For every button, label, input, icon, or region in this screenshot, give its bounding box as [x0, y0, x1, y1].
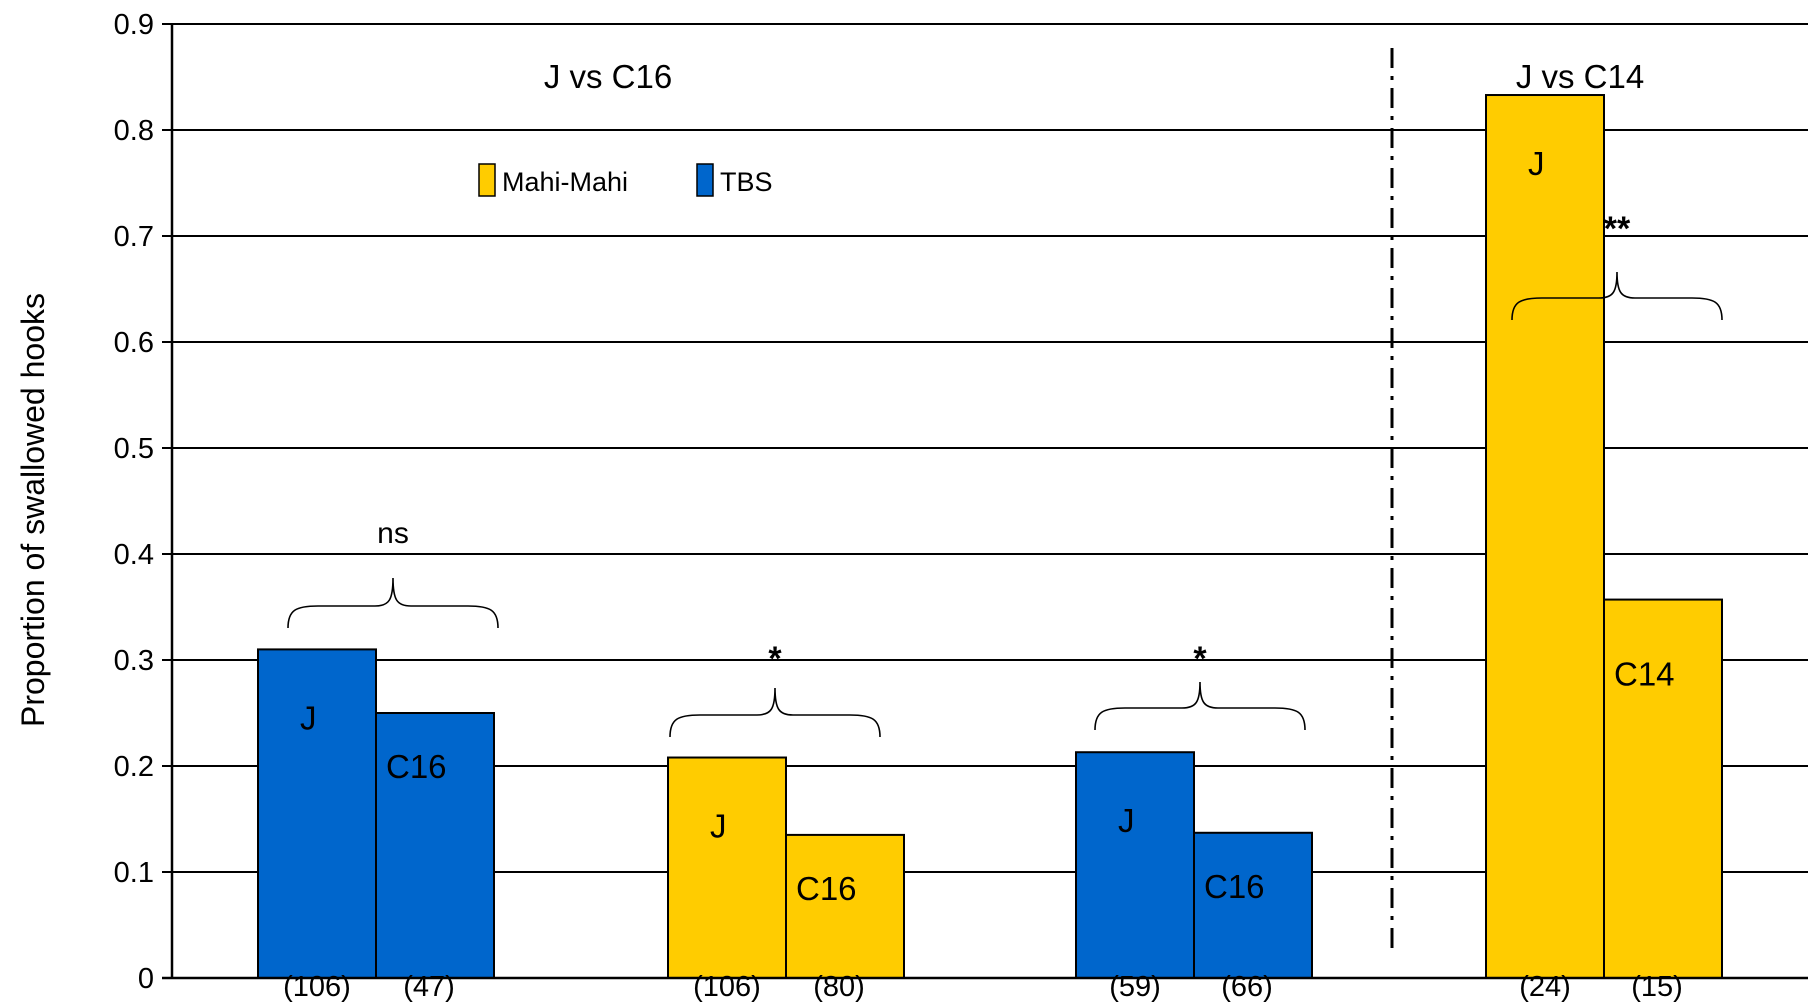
y-tick-label: 0.8	[114, 115, 154, 147]
axes	[162, 24, 1808, 980]
bar-2-j	[1075, 751, 1195, 979]
bar-0-c16	[375, 712, 495, 979]
y-tick-label: 0.5	[114, 433, 154, 465]
sample-size-label: (66)	[1221, 971, 1273, 1003]
bar-0-j	[257, 648, 377, 980]
comparison-brace	[1094, 681, 1306, 731]
sample-size-label: (106)	[693, 971, 761, 1003]
bar-2-c16	[1193, 831, 1313, 980]
annotations: J (106) C16 (47) ns J (106) C16 (80) * J (59) C16 (66…	[283, 145, 1723, 1003]
significance-label: **	[1604, 210, 1631, 248]
y-tick-label: 0.2	[114, 751, 154, 783]
comparison-brace	[669, 687, 881, 738]
bar-label: C16	[1204, 868, 1265, 905]
y-tick-label: 0.4	[114, 539, 154, 571]
bar-3-j	[1485, 94, 1605, 979]
sample-size-label: (80)	[813, 971, 865, 1003]
sample-size-label: (59)	[1109, 971, 1161, 1003]
sample-size-label: (47)	[403, 971, 455, 1003]
bar-label: J	[1118, 802, 1135, 839]
significance-label: *	[768, 640, 782, 678]
sample-size-label: (106)	[283, 971, 351, 1003]
bar-1-j	[667, 756, 787, 980]
bar-label: J	[1528, 145, 1545, 182]
y-axis-label: Proportion of swallowed hooks	[15, 293, 51, 727]
bar-3-c14	[1603, 598, 1723, 980]
legend: Mahi-Mahi TBS	[478, 163, 773, 197]
y-tick-label: 0.7	[114, 221, 154, 253]
y-tick-label: 0.6	[114, 327, 154, 359]
significance-label: *	[1193, 640, 1207, 678]
y-axis-ticks: 0 0.1 0.2 0.3 0.4 0.5 0.6 0.7 0.8 0.9	[114, 9, 172, 995]
bar-label: C16	[386, 748, 447, 785]
bar-label: C14	[1614, 656, 1675, 693]
comparison-brace	[1511, 271, 1723, 321]
y-tick-label: 0	[138, 963, 154, 995]
comparison-brace	[287, 577, 499, 629]
legend-swatch-tbs	[696, 163, 714, 197]
y-tick-label: 0.3	[114, 645, 154, 677]
bars	[257, 94, 1723, 980]
sample-size-label: (24)	[1519, 971, 1571, 1003]
section-title-j-vs-c16: J vs C16	[544, 58, 672, 95]
bar-label: J	[710, 808, 727, 845]
significance-label: ns	[377, 517, 409, 550]
bar-label: C16	[796, 870, 857, 907]
bar-1-c16	[785, 833, 905, 980]
y-tick-label: 0.9	[114, 9, 154, 41]
y-tick-label: 0.1	[114, 857, 154, 889]
legend-label-mahi-mahi: Mahi-Mahi	[502, 167, 628, 197]
sample-size-label: (15)	[1631, 971, 1683, 1003]
legend-swatch-mahi-mahi	[478, 163, 496, 197]
legend-label-tbs: TBS	[720, 167, 773, 197]
section-title-j-vs-c14: J vs C14	[1516, 58, 1644, 95]
bar-label: J	[300, 699, 317, 736]
